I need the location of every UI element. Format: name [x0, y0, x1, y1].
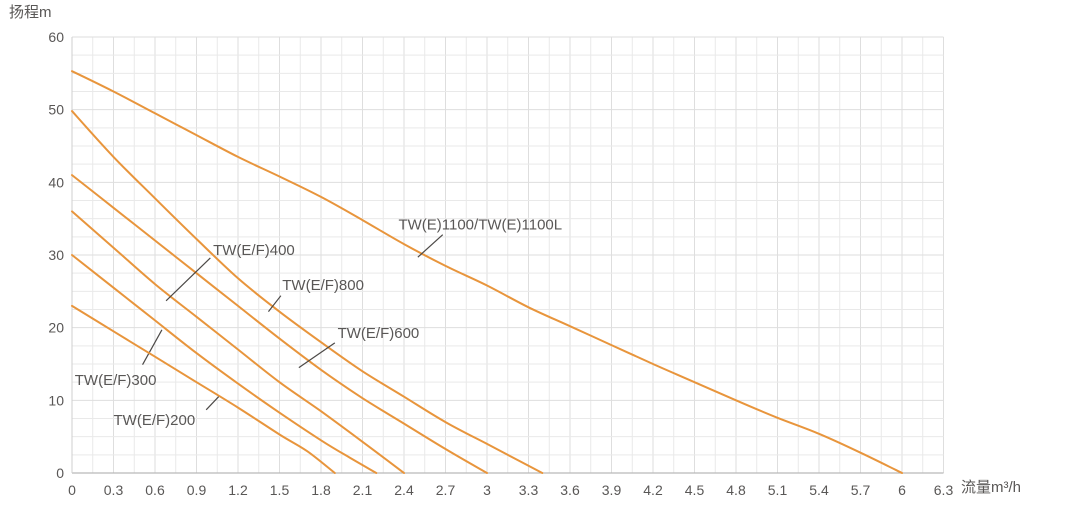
x-tick-label: 3.3	[519, 482, 539, 498]
leader-line-tw-e-f-800	[267, 295, 282, 313]
y-tick-label: 60	[48, 29, 64, 45]
curve-tw-e-1100-tw-e-1100l	[71, 70, 903, 474]
curve-label-tw-e-1100-tw-e-1100l: TW(E)1100/TW(E)1100L	[398, 216, 562, 233]
y-tick-label: 10	[48, 392, 64, 408]
curve-label-tw-e-f-300: TW(E/F)300	[75, 372, 157, 389]
x-tick-label: 4.8	[726, 482, 746, 498]
x-tick-label: 3.6	[560, 482, 580, 498]
x-tick-label: 4.2	[643, 482, 663, 498]
curve-tw-e-f-800	[71, 110, 544, 474]
x-tick-label: 3.9	[602, 482, 622, 498]
x-tick-label: 0.6	[145, 482, 165, 498]
x-tick-label: 5.4	[809, 482, 829, 498]
x-tick-label: 1.2	[228, 482, 248, 498]
x-tick-label: 0	[68, 482, 76, 498]
x-tick-label: 6.3	[934, 482, 954, 498]
curve-label-tw-e-f-800: TW(E/F)800	[282, 277, 364, 294]
x-tick-label: 4.5	[685, 482, 705, 498]
x-tick-label: 0.9	[187, 482, 207, 498]
leader-line-tw-e-1100-tw-e-1100l	[417, 234, 444, 258]
x-tick-label: 2.1	[353, 482, 373, 498]
curve-label-tw-e-f-200: TW(E/F)200	[114, 412, 196, 429]
curve-tw-e-f-200	[71, 304, 336, 474]
curve-tw-e-f-600	[71, 174, 488, 474]
curve-label-tw-e-f-600: TW(E/F)600	[338, 325, 420, 342]
y-axis-title: 扬程m	[9, 4, 52, 21]
y-tick-label: 20	[48, 320, 64, 336]
x-tick-label: 6	[898, 482, 906, 498]
x-axis-title: 流量m³/h	[961, 479, 1022, 496]
y-tick-label: 30	[48, 247, 64, 263]
x-tick-label: 5.7	[851, 482, 871, 498]
curve-tw-e-f-400	[71, 210, 405, 474]
leader-line-tw-e-f-400	[165, 257, 211, 302]
leader-line-tw-e-f-600	[298, 342, 336, 369]
y-tick-label: 40	[48, 174, 64, 190]
y-tick-label: 0	[56, 465, 64, 481]
x-tick-label: 5.1	[768, 482, 788, 498]
leader-line-tw-e-f-300	[142, 329, 163, 366]
x-tick-label: 0.3	[104, 482, 124, 498]
leader-line-tw-e-f-200	[205, 396, 220, 411]
x-tick-label: 2.4	[394, 482, 414, 498]
x-tick-label: 2.7	[436, 482, 456, 498]
curve-label-tw-e-f-400: TW(E/F)400	[213, 242, 295, 259]
x-tick-label: 3	[483, 482, 491, 498]
x-tick-label: 1.8	[311, 482, 331, 498]
curve-tw-e-f-300	[71, 254, 378, 474]
y-tick-label: 50	[48, 102, 64, 118]
x-tick-label: 1.5	[270, 482, 290, 498]
